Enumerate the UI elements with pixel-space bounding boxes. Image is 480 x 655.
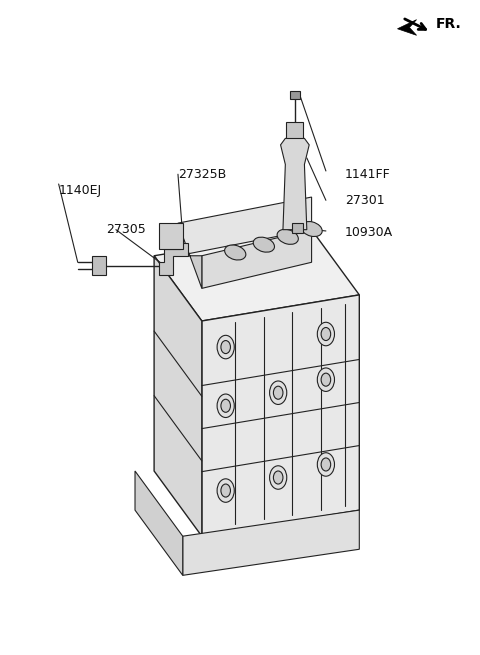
Circle shape [270,466,287,489]
Ellipse shape [301,221,322,236]
Bar [286,122,303,138]
Circle shape [217,479,234,502]
Circle shape [321,373,331,386]
Bar [291,223,303,233]
Bar [92,255,107,275]
Circle shape [317,322,335,346]
Circle shape [317,368,335,392]
Polygon shape [178,197,312,255]
Ellipse shape [277,229,299,244]
Polygon shape [281,138,309,230]
Circle shape [317,453,335,476]
Bar [290,92,300,99]
Text: 27325B: 27325B [178,168,226,181]
Polygon shape [135,471,183,575]
Circle shape [221,341,230,354]
Ellipse shape [225,245,246,260]
Polygon shape [183,510,360,575]
Polygon shape [159,223,183,250]
Circle shape [274,471,283,484]
Circle shape [221,484,230,497]
Text: 10930A: 10930A [345,227,393,240]
Text: 27305: 27305 [107,223,146,236]
Circle shape [321,328,331,341]
Circle shape [217,335,234,359]
Circle shape [270,381,287,404]
Polygon shape [178,223,202,288]
Ellipse shape [253,237,275,252]
Polygon shape [397,20,417,35]
Text: FR.: FR. [436,17,461,31]
Text: 27301: 27301 [345,194,384,207]
Text: 1141FF: 1141FF [345,168,391,181]
Polygon shape [159,243,188,275]
Polygon shape [202,295,360,536]
Circle shape [274,386,283,400]
Circle shape [321,458,331,471]
Text: 1140EJ: 1140EJ [59,184,102,197]
Polygon shape [154,255,202,536]
Polygon shape [154,230,360,321]
Polygon shape [202,230,312,288]
Circle shape [221,400,230,412]
Circle shape [217,394,234,417]
